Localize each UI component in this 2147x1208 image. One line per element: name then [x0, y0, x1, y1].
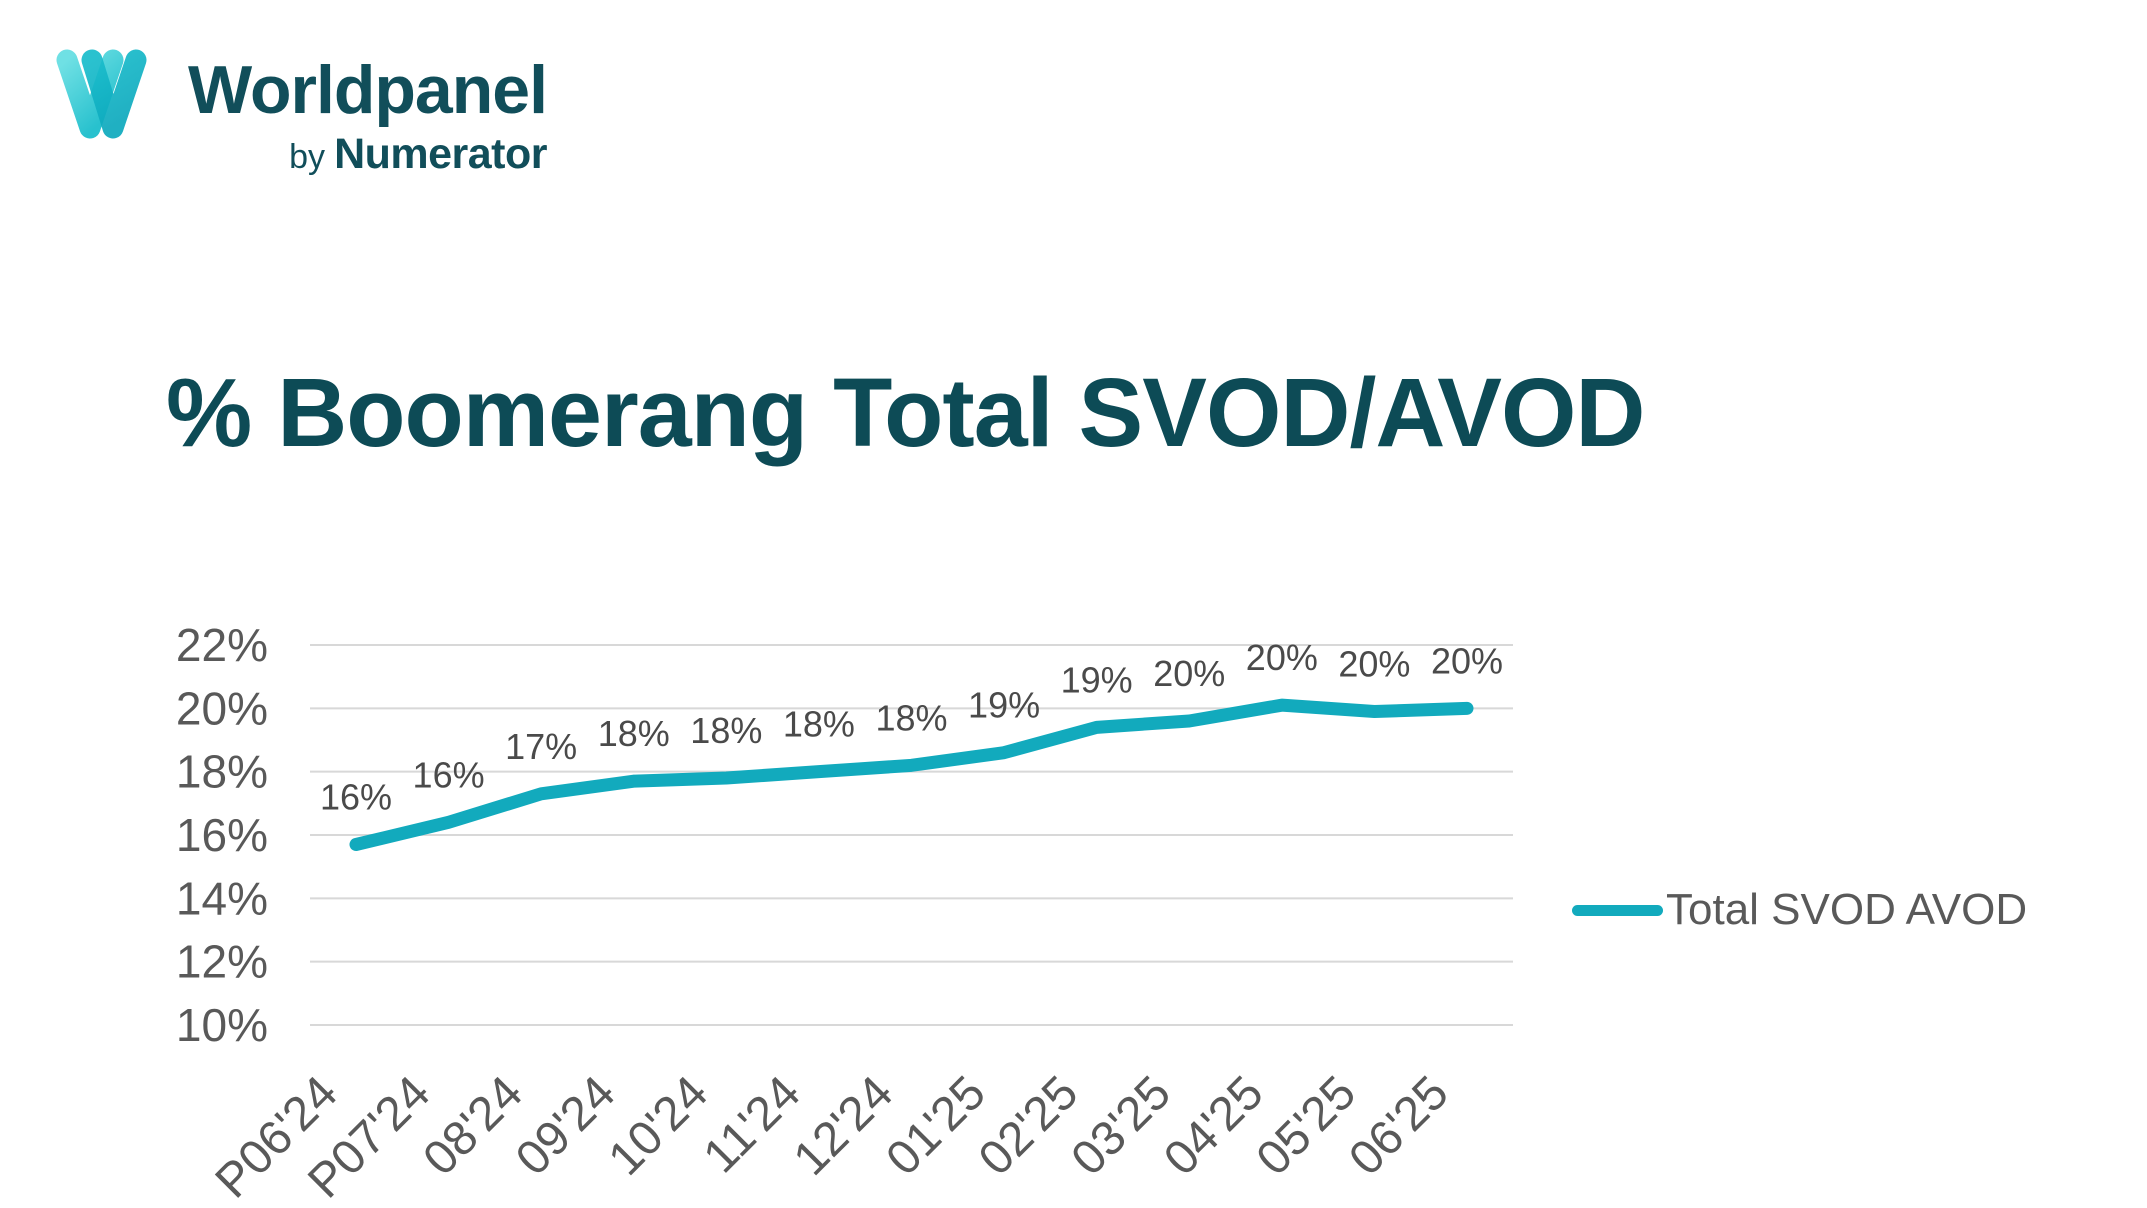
x-axis-tick-label: 11'24 [694, 1066, 811, 1183]
x-axis-tick-label: 06'25 [1339, 1066, 1458, 1185]
data-label: 19% [968, 685, 1040, 726]
series-line-total-svod-avod [349, 698, 1474, 851]
data-label: 16% [413, 754, 485, 795]
logo-byline-prefix: by [289, 138, 326, 176]
y-axis-tick-label: 22% [176, 619, 268, 671]
data-label: 18% [783, 704, 855, 745]
data-label: 20% [1338, 644, 1410, 685]
x-axis-tick-label: 09'24 [506, 1066, 625, 1185]
data-label: 18% [875, 697, 947, 738]
data-label: 19% [1061, 659, 1133, 700]
data-label: 17% [505, 726, 577, 767]
y-axis-tick-label: 20% [176, 682, 268, 734]
y-axis-tick-label: 14% [176, 872, 268, 924]
page-title: % Boomerang Total SVOD/AVOD [166, 358, 1645, 467]
y-axis-tick-label: 10% [176, 999, 268, 1051]
legend-series-label: Total SVOD AVOD [1666, 885, 2028, 934]
chart-legend: Total SVOD AVOD [1572, 884, 2027, 936]
x-axis-tick-label: 08'24 [413, 1066, 532, 1185]
worldpanel-w-icon [56, 49, 147, 139]
data-label: 18% [690, 710, 762, 751]
data-label: 20% [1246, 637, 1318, 678]
x-axis-tick-label: 05'25 [1247, 1066, 1366, 1185]
y-axis-tick-label: 12% [176, 936, 268, 988]
x-axis-tick-label: 04'25 [1154, 1066, 1273, 1185]
logo-byline-brand: Numerator [334, 130, 547, 178]
logo-brand-text: Worldpanel [188, 52, 548, 128]
x-axis-tick-label: 10'24 [599, 1066, 718, 1185]
y-axis-tick-label: 16% [176, 809, 268, 861]
x-axis-tick-label: 12'24 [784, 1066, 903, 1185]
logo-byline: by Numerator [188, 130, 547, 179]
data-label: 20% [1431, 640, 1503, 681]
y-axis-tick-label: 18% [176, 746, 268, 798]
x-axis-tick-label: 03'25 [1062, 1066, 1181, 1185]
x-axis-tick-label: 02'25 [969, 1066, 1088, 1185]
data-label: 20% [1153, 653, 1225, 694]
legend-line-swatch [1572, 904, 1663, 916]
data-label: 18% [598, 713, 670, 754]
x-axis-tick-label: 01'25 [876, 1066, 995, 1185]
worldpanel-logo: Worldpanel by Numerator [50, 48, 548, 179]
data-label: 16% [320, 777, 392, 818]
